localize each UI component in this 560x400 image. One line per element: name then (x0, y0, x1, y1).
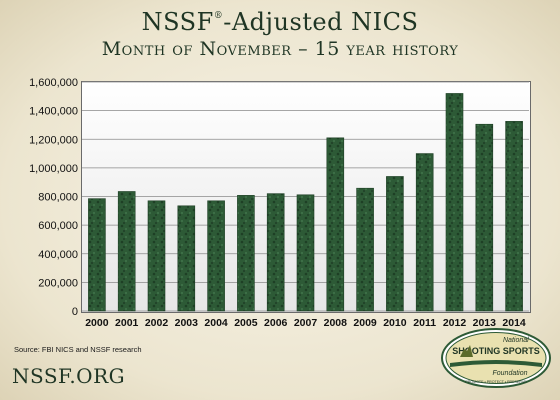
y-tick-label: 800,000 (38, 192, 78, 204)
bar-2013 (475, 123, 494, 312)
source-note: Source: FBI NICS and NSSF research (14, 345, 142, 354)
x-tick-label: 2004 (204, 317, 228, 329)
x-tick-label: 2009 (353, 317, 377, 329)
bar-2003 (177, 205, 196, 312)
x-tick-label: 2012 (443, 317, 467, 329)
logo-hunter-icon (460, 345, 473, 357)
x-tick-label: 2001 (115, 317, 139, 329)
logo-foundation: Foundation (492, 370, 527, 377)
bar-2002 (147, 200, 166, 312)
chart-subtitle: Month of November – 15 year history (101, 38, 459, 60)
chart-title: NSSF®-Adjusted NICS (141, 8, 419, 36)
x-tick-label: 2014 (502, 317, 526, 329)
bar-2012 (445, 93, 464, 312)
y-tick-label: 0 (72, 306, 78, 318)
x-tick-label: 2008 (324, 317, 348, 329)
logo-shooting-sports: SHOOTING SPORTS (452, 346, 540, 356)
y-tick-label: 400,000 (38, 249, 78, 261)
y-tick-label: 200,000 (38, 277, 78, 289)
bar-2011 (415, 153, 434, 312)
y-tick-label: 1,000,000 (29, 163, 78, 175)
y-tick-label: 1,600,000 (29, 77, 78, 89)
y-tick-label: 1,200,000 (29, 134, 78, 146)
y-tick-label: 600,000 (38, 220, 78, 232)
bar-2004 (207, 200, 225, 312)
bar-2001 (117, 191, 136, 312)
bar-2014 (505, 121, 523, 312)
logo-tagline: PROMOTE • PROTECT • PRESERVE (465, 380, 527, 384)
bar-2007 (296, 194, 315, 312)
bar-2010 (386, 176, 404, 312)
x-tick-label: 2002 (145, 317, 169, 329)
x-tick-label: 2005 (234, 317, 258, 329)
bar-2006 (266, 193, 285, 312)
bar-2000 (88, 198, 106, 312)
logo-national: National (503, 337, 529, 344)
y-tick-label: 1,400,000 (29, 106, 78, 118)
x-tick-label: 2006 (264, 317, 288, 329)
x-tick-label: 2000 (85, 317, 109, 329)
x-tick-label: 2003 (175, 317, 199, 329)
x-tick-label: 2011 (413, 317, 436, 329)
bar-2005 (237, 195, 255, 312)
bar-2008 (326, 137, 345, 312)
x-tick-label: 2013 (473, 317, 497, 329)
site-url: NSSF.ORG (12, 364, 126, 388)
nssf-logo: National SHOOTING SPORTS Foundation PROM… (441, 328, 551, 388)
x-tick-label: 2010 (383, 317, 407, 329)
bar-2009 (356, 187, 374, 312)
x-tick-label: 2007 (294, 317, 318, 329)
